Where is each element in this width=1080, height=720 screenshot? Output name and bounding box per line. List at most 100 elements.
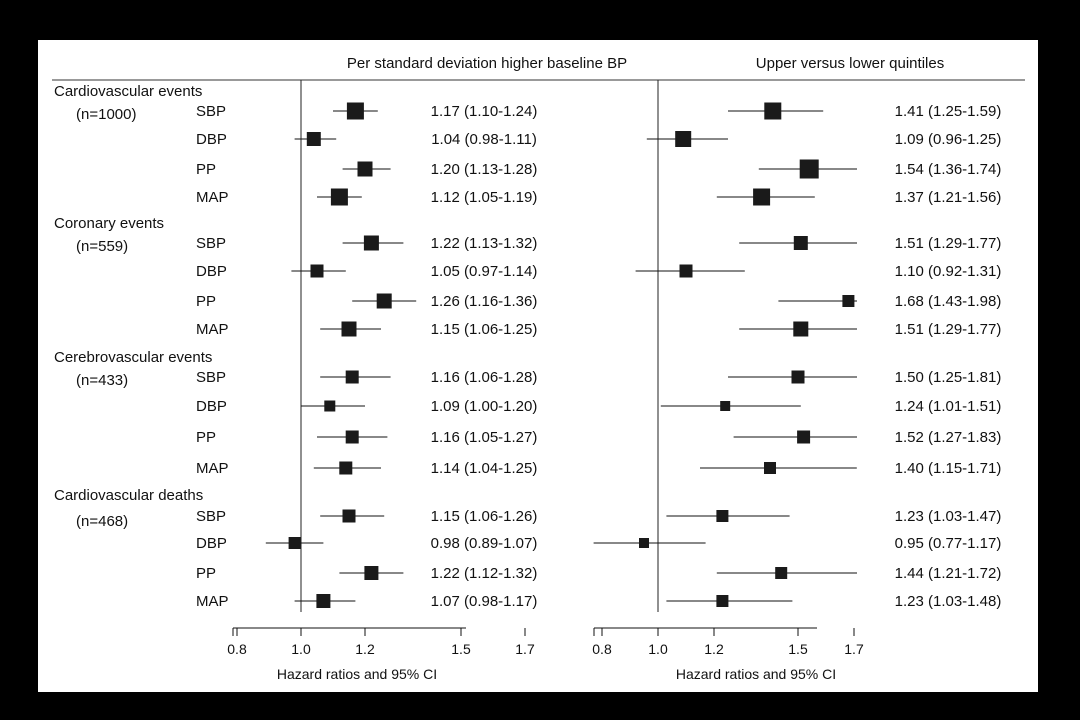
hazard-ratio-marker [793,236,808,250]
ci-value-label: 1.16 (1.05-1.27) [431,429,538,446]
variable-label: SBP [196,103,226,120]
hazard-ratio-marker [639,538,649,548]
hazard-ratio-marker [346,102,364,120]
x-axis-label-2: Hazard ratios and 95% CI [676,666,836,682]
x-tick-label: 1.7 [844,641,864,657]
ci-value-label: 1.52 (1.27-1.83) [895,429,1002,446]
hazard-ratio-marker [357,161,373,177]
x-tick-label: 1.2 [355,641,375,657]
hazard-ratio-marker [345,430,359,444]
ci-value-label: 1.51 (1.29-1.77) [895,235,1002,252]
ci-value-label: 1.23 (1.03-1.47) [895,508,1002,525]
hazard-ratio-marker [764,102,782,120]
hazard-ratio-marker [764,462,776,474]
hazard-ratio-marker [720,401,731,411]
hazard-ratio-marker [799,159,819,179]
variable-label: DBP [196,398,227,415]
hazard-ratio-marker [679,264,693,278]
ci-value-label: 1.15 (1.06-1.25) [431,321,538,338]
x-tick-label: 1.2 [704,641,724,657]
ci-value-label: 1.09 (0.96-1.25) [895,131,1002,148]
ci-value-label: 1.51 (1.29-1.77) [895,321,1002,338]
ci-value-label: 1.26 (1.16-1.36) [431,293,538,310]
variable-label: DBP [196,263,227,280]
ci-value-label: 1.22 (1.12-1.32) [431,565,538,582]
group-n-label: (n=433) [76,372,128,389]
hazard-ratio-marker [345,370,359,384]
ci-value-label: 1.09 (1.00-1.20) [431,398,538,415]
ci-value-label: 0.95 (0.77-1.17) [895,535,1002,552]
ci-value-label: 1.50 (1.25-1.81) [895,369,1002,386]
group-label: Cerebrovascular events [54,349,212,366]
ci-value-label: 1.22 (1.13-1.32) [431,235,538,252]
ci-value-label: 1.37 (1.21-1.56) [895,189,1002,206]
panel-header-1: Per standard deviation higher baseline B… [347,55,627,72]
ci-value-label: 1.07 (0.98-1.17) [431,593,538,610]
hazard-ratio-marker [716,595,729,607]
hazard-ratio-marker [342,509,356,523]
hazard-ratio-marker [376,293,392,309]
hazard-ratio-marker [716,510,729,522]
variable-label: MAP [196,593,229,610]
hazard-ratio-marker [306,132,321,146]
variable-label: MAP [196,189,229,206]
hazard-ratio-marker [330,188,348,206]
group-n-label: (n=559) [76,238,128,255]
variable-label: SBP [196,508,226,525]
ci-value-label: 1.54 (1.36-1.74) [895,161,1002,178]
variable-label: PP [196,293,216,310]
ci-value-label: 1.41 (1.25-1.59) [895,103,1002,120]
ci-value-label: 1.15 (1.06-1.26) [431,508,538,525]
ci-value-label: 1.40 (1.15-1.71) [895,460,1002,477]
hazard-ratio-marker [310,264,324,278]
hazard-ratio-marker [341,321,357,337]
x-tick-label: 0.8 [227,641,247,657]
hazard-ratio-marker [324,400,336,412]
x-tick-label: 1.5 [788,641,808,657]
variable-label: SBP [196,235,226,252]
ci-value-label: 1.23 (1.03-1.48) [895,593,1002,610]
ci-value-label: 1.04 (0.98-1.11) [431,131,537,148]
hazard-ratio-marker [316,594,331,608]
hazard-ratio-marker [791,370,805,384]
ci-value-label: 1.24 (1.01-1.51) [895,398,1002,415]
variable-label: DBP [196,535,227,552]
hazard-ratio-marker [842,295,855,307]
variable-label: DBP [196,131,227,148]
group-label: Cardiovascular events [54,83,202,100]
group-label: Coronary events [54,215,164,232]
x-tick-label: 1.0 [648,641,668,657]
ci-value-label: 1.68 (1.43-1.98) [895,293,1002,310]
group-label: Cardiovascular deaths [54,487,203,504]
variable-label: SBP [196,369,226,386]
variable-label: MAP [196,321,229,338]
group-n-label: (n=1000) [76,106,136,123]
variable-label: PP [196,429,216,446]
x-tick-label: 1.5 [451,641,471,657]
ci-value-label: 1.16 (1.06-1.28) [431,369,538,386]
ci-value-label: 1.17 (1.10-1.24) [431,103,538,120]
hazard-ratio-marker [775,567,788,579]
variable-label: MAP [196,460,229,477]
variable-label: PP [196,565,216,582]
ci-value-label: 1.12 (1.05-1.19) [431,189,538,206]
x-tick-label: 1.7 [515,641,535,657]
ci-value-label: 1.20 (1.13-1.28) [431,161,538,178]
hazard-ratio-marker [797,430,811,444]
hazard-ratio-marker [675,131,692,147]
ci-value-label: 0.98 (0.89-1.07) [431,535,538,552]
ci-value-label: 1.10 (0.92-1.31) [895,263,1002,280]
hazard-ratio-marker [339,461,353,475]
hazard-ratio-marker [364,566,379,580]
panel-header-2: Upper versus lower quintiles [756,55,944,72]
group-n-label: (n=468) [76,513,128,530]
figure-panel [38,40,1038,692]
x-axis-label-1: Hazard ratios and 95% CI [277,666,437,682]
hazard-ratio-marker [363,235,379,251]
ci-value-label: 1.44 (1.21-1.72) [895,565,1002,582]
x-tick-label: 1.0 [291,641,311,657]
hazard-ratio-marker [753,188,771,206]
hazard-ratio-marker [288,537,301,549]
x-tick-label: 0.8 [592,641,612,657]
